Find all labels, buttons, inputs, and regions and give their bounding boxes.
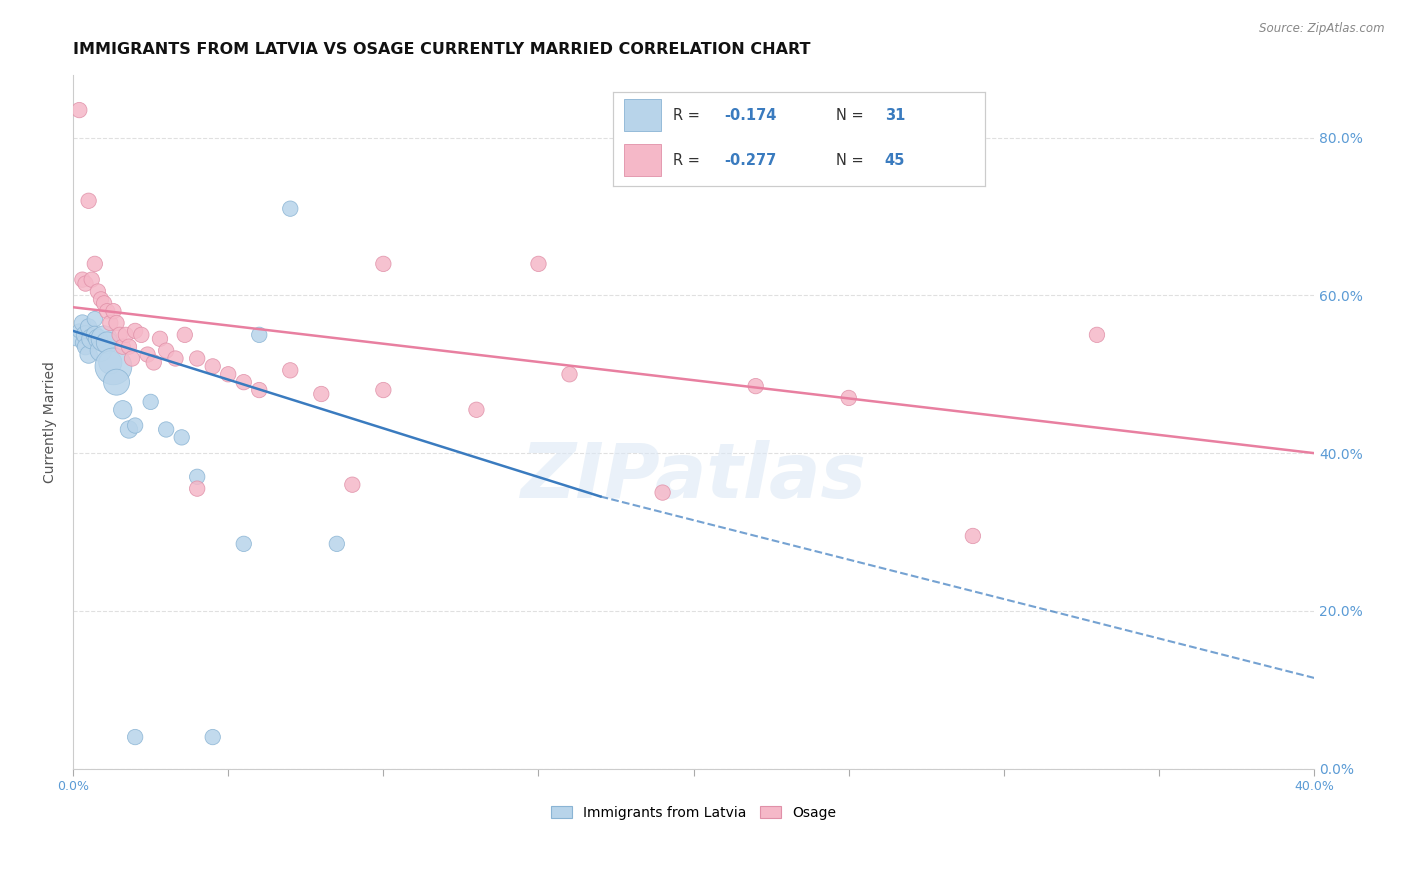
Point <box>170 430 193 444</box>
Point <box>838 391 860 405</box>
Text: Source: ZipAtlas.com: Source: ZipAtlas.com <box>1260 22 1385 36</box>
Point <box>65 332 87 346</box>
Point <box>93 332 115 346</box>
Point <box>72 273 94 287</box>
Point <box>83 327 105 342</box>
Point <box>744 379 766 393</box>
Point <box>77 347 100 361</box>
Point <box>342 477 364 491</box>
Point <box>131 327 153 342</box>
Point <box>75 327 97 342</box>
Point <box>77 320 100 334</box>
Point <box>108 327 131 342</box>
Point <box>139 395 162 409</box>
Point <box>124 418 146 433</box>
Legend: Immigrants from Latvia, Osage: Immigrants from Latvia, Osage <box>547 802 841 824</box>
Point <box>118 422 141 436</box>
Point <box>373 257 395 271</box>
Point <box>83 312 105 326</box>
Point <box>77 194 100 208</box>
Point <box>186 470 208 484</box>
Point <box>96 304 118 318</box>
Point <box>149 332 172 346</box>
Point <box>962 529 984 543</box>
Point <box>165 351 187 366</box>
Point <box>98 355 121 369</box>
Point <box>1085 327 1108 342</box>
Point <box>118 340 141 354</box>
Point <box>121 351 143 366</box>
Point <box>75 277 97 291</box>
Point <box>201 359 224 374</box>
Point <box>83 257 105 271</box>
Point <box>247 383 270 397</box>
Point <box>278 363 301 377</box>
Point <box>96 335 118 350</box>
Point <box>232 537 254 551</box>
Point <box>80 273 103 287</box>
Point <box>232 375 254 389</box>
Point <box>311 387 333 401</box>
Point <box>217 368 239 382</box>
Point <box>75 340 97 354</box>
Point <box>651 485 673 500</box>
Point <box>90 343 112 358</box>
Point <box>90 293 112 307</box>
Point <box>373 383 395 397</box>
Point <box>114 327 136 342</box>
Point <box>105 316 128 330</box>
Point <box>72 316 94 330</box>
Point <box>326 537 349 551</box>
Point <box>173 327 195 342</box>
Point <box>155 343 177 358</box>
Point <box>67 324 90 338</box>
Point <box>201 730 224 744</box>
Text: ZIPatlas: ZIPatlas <box>520 440 866 514</box>
Point <box>103 304 125 318</box>
Point <box>105 375 128 389</box>
Point <box>93 296 115 310</box>
Y-axis label: Currently Married: Currently Married <box>44 360 58 483</box>
Point <box>124 324 146 338</box>
Point <box>111 340 134 354</box>
Point <box>98 316 121 330</box>
Point <box>124 730 146 744</box>
Point <box>87 285 110 299</box>
Point <box>136 347 159 361</box>
Point <box>278 202 301 216</box>
Point <box>67 103 90 117</box>
Point <box>465 402 488 417</box>
Point <box>186 351 208 366</box>
Point <box>558 368 581 382</box>
Point <box>247 327 270 342</box>
Point <box>186 482 208 496</box>
Text: IMMIGRANTS FROM LATVIA VS OSAGE CURRENTLY MARRIED CORRELATION CHART: IMMIGRANTS FROM LATVIA VS OSAGE CURRENTL… <box>73 42 811 57</box>
Point <box>111 402 134 417</box>
Point <box>155 422 177 436</box>
Point <box>72 335 94 350</box>
Point <box>80 332 103 346</box>
Point <box>142 355 165 369</box>
Point <box>527 257 550 271</box>
Point <box>103 359 125 374</box>
Point <box>87 332 110 346</box>
